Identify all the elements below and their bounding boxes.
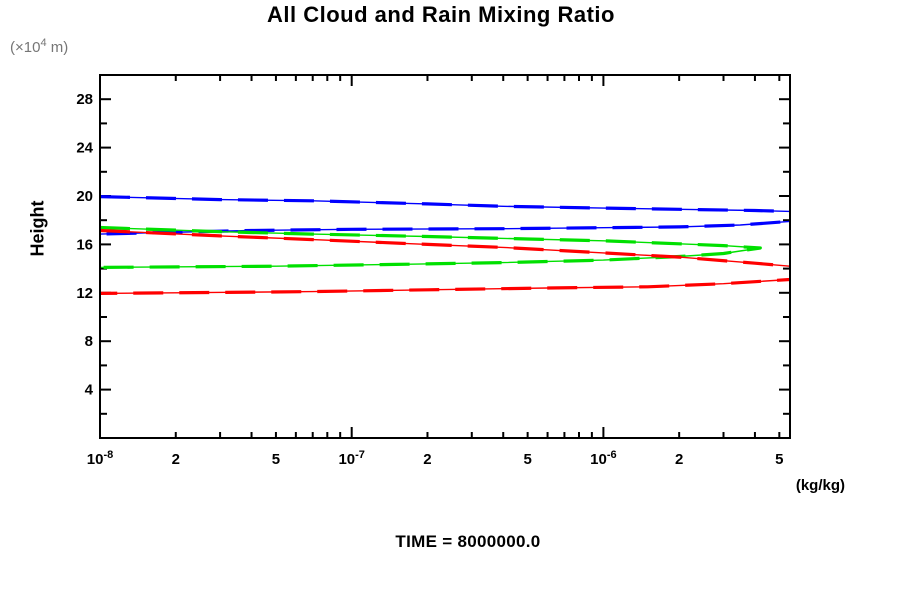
x-tick-label: 5 bbox=[272, 451, 280, 468]
x-tick-label: 2 bbox=[423, 451, 431, 468]
chart-title: All Cloud and Rain Mixing Ratio bbox=[267, 2, 615, 27]
curve-red-profile bbox=[100, 229, 790, 295]
x-tick-label: 5 bbox=[523, 451, 531, 468]
curve-blue-profile-thick bbox=[100, 195, 790, 236]
y-tick-label: 20 bbox=[76, 188, 93, 205]
x-tick-label: 10-7 bbox=[338, 449, 364, 468]
y-axis-unit-label: (×104 m) bbox=[10, 37, 68, 56]
x-axis-unit-label: (kg/kg) bbox=[795, 477, 845, 494]
x-tick-label: 5 bbox=[775, 451, 783, 468]
profile-curves bbox=[100, 195, 790, 295]
y-tick-label: 28 bbox=[76, 91, 93, 108]
curve-blue-profile bbox=[100, 195, 790, 235]
y-tick-label: 4 bbox=[85, 382, 94, 399]
y-tick-label: 12 bbox=[76, 285, 93, 302]
x-tick-label: 10-8 bbox=[87, 449, 113, 468]
y-axis-unit-suffix: m) bbox=[46, 39, 69, 56]
curve-green-profile-thick bbox=[100, 225, 762, 269]
y-tick-label: 16 bbox=[76, 236, 93, 253]
y-axis-unit-exponent: 4 bbox=[40, 37, 47, 49]
y-tick-label: 24 bbox=[76, 140, 93, 157]
y-tick-label: 8 bbox=[85, 333, 93, 350]
plot-frame bbox=[99, 74, 791, 439]
time-label: TIME = 8000000.0 bbox=[395, 532, 541, 551]
x-tick-label: 2 bbox=[675, 451, 683, 468]
x-tick-label: 2 bbox=[172, 451, 180, 468]
x-tick-label: 10-6 bbox=[590, 449, 616, 468]
tick-labels: 10-8 2 5 10-7 2 5 10-6 2 5 4 8 12 16 20 24 28 bbox=[76, 91, 783, 468]
y-axis-unit-prefix: (×10 bbox=[10, 39, 41, 56]
